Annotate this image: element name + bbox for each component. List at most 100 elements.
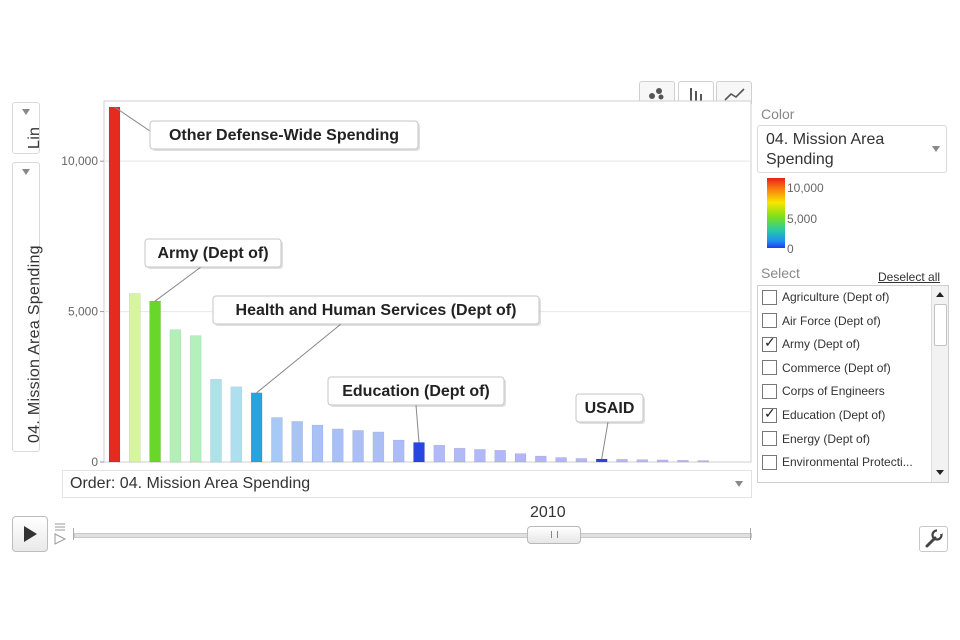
checkbox[interactable] (762, 289, 777, 305)
bar (677, 459, 689, 463)
select-list-item[interactable]: Agriculture (Dept of) (762, 286, 889, 309)
select-list-item[interactable]: Energy (Dept of) (762, 427, 870, 451)
bar (595, 458, 608, 463)
wrench-icon (925, 529, 943, 548)
legend-tick: 0 (787, 242, 794, 256)
bar (453, 447, 466, 463)
chevron-down-icon (932, 146, 940, 152)
bar (332, 428, 344, 463)
annotation-leader (601, 421, 609, 460)
y-tick-label: 10,000 (61, 154, 98, 168)
select-list-item[interactable]: ✓ Army (Dept of) (762, 332, 860, 356)
bubble-view-button[interactable] (639, 81, 675, 104)
list-scrollbar[interactable] (931, 286, 948, 482)
annotation-label: Other Defense-Wide Spending (169, 127, 399, 144)
select-item-label: Commerce (Dept of) (782, 360, 891, 375)
bar (169, 329, 182, 463)
checkbox[interactable]: ✓ (762, 404, 777, 423)
select-list-item[interactable]: Commerce (Dept of) (762, 356, 891, 380)
scroll-thumb[interactable] (934, 304, 947, 346)
bar (697, 460, 709, 463)
speed-control-icon[interactable] (53, 521, 67, 547)
scroll-up-icon[interactable] (936, 292, 944, 297)
bar (636, 459, 649, 463)
settings-button[interactable] (919, 526, 948, 552)
chevron-down-icon (735, 481, 743, 487)
annotation-box (212, 295, 540, 325)
checkbox[interactable]: ✓ (762, 334, 777, 352)
annotation-box (149, 120, 419, 150)
bar (352, 430, 364, 463)
color-panel-title: Color (761, 106, 795, 122)
chevron-down-icon (22, 169, 30, 175)
bar (535, 455, 547, 463)
timeline-track[interactable] (74, 533, 752, 538)
entity-select-list[interactable]: Agriculture (Dept of) Air Force (Dept of)… (757, 285, 949, 483)
bar (210, 379, 222, 463)
bar (108, 106, 121, 463)
checkbox[interactable] (762, 360, 777, 376)
select-item-label: Army (Dept of) (782, 337, 861, 352)
annotation-label: Health and Human Services (Dept of) (236, 302, 517, 319)
annotation-leader (256, 323, 342, 394)
color-legend-gradient (767, 178, 785, 248)
bubble-chart-icon (649, 88, 664, 100)
bar-chart-icon (690, 88, 702, 101)
select-item-label: Air Force (Dept of) (782, 313, 881, 328)
bar (250, 392, 263, 463)
play-icon (24, 526, 37, 542)
color-metric-select[interactable]: 04. Mission Area Spending (757, 125, 947, 173)
bar-view-button[interactable] (678, 81, 714, 104)
legend-tick: 5,000 (787, 212, 818, 226)
bar (372, 431, 385, 463)
line-view-button[interactable] (716, 81, 752, 104)
select-list-item[interactable]: Corps of Engineers (762, 379, 885, 403)
checkbox[interactable] (762, 383, 777, 399)
bar (474, 449, 486, 463)
y-tick-label: 5,000 (68, 305, 98, 319)
select-item-label: Education (Dept of) (782, 408, 886, 422)
bar (413, 442, 425, 463)
bar (392, 439, 405, 463)
timeline-start-tick (73, 528, 74, 540)
bar (149, 300, 161, 463)
play-button[interactable] (12, 516, 48, 552)
checkbox[interactable] (762, 454, 777, 470)
annotation-box (144, 238, 282, 268)
checkbox[interactable] (762, 313, 777, 329)
annotation-leader (154, 266, 202, 302)
bar (271, 417, 283, 463)
select-list-item[interactable]: ✓ Education (Dept of) (762, 403, 885, 427)
legend-tick: 10,000 (787, 181, 824, 195)
year-label: 2010 (530, 504, 566, 521)
bar (514, 453, 527, 463)
y-scale-selector[interactable]: Lin (12, 102, 43, 154)
select-list-item[interactable]: Air Force (Dept of) (762, 309, 881, 333)
bar (575, 458, 588, 463)
scroll-down-icon[interactable] (936, 470, 944, 475)
annotation-label: Army (Dept of) (157, 245, 268, 262)
annotation-label: Education (Dept of) (342, 383, 490, 400)
checkbox[interactable] (762, 431, 777, 447)
bar (616, 459, 628, 463)
select-panel-title: Select (761, 265, 800, 281)
bar (433, 444, 446, 463)
select-item-label: Corps of Engineers (782, 384, 885, 399)
bar (311, 424, 324, 463)
order-select-label: Order: 04. Mission Area Spending (70, 475, 311, 492)
annotation-box (575, 393, 644, 423)
y-tick-label: 0 (91, 455, 98, 469)
deselect-all-link[interactable]: Deselect all (878, 270, 941, 284)
bar (494, 450, 506, 463)
timeline-slider-thumb[interactable] (527, 526, 581, 544)
bar (291, 421, 303, 463)
checkmark-icon: ✓ (764, 404, 776, 421)
annotation-leader (415, 404, 420, 443)
bar (656, 459, 669, 463)
select-list-item[interactable]: Environmental Protecti... (762, 450, 913, 474)
y-metric-selector[interactable]: 04. Mission Area Spending (12, 162, 43, 452)
line-chart-icon (724, 88, 745, 101)
order-select[interactable]: Order: 04. Mission Area Spending (62, 470, 752, 498)
select-item-label: Energy (Dept of) (782, 431, 871, 446)
select-item-label: Environmental Protecti... (782, 455, 913, 470)
